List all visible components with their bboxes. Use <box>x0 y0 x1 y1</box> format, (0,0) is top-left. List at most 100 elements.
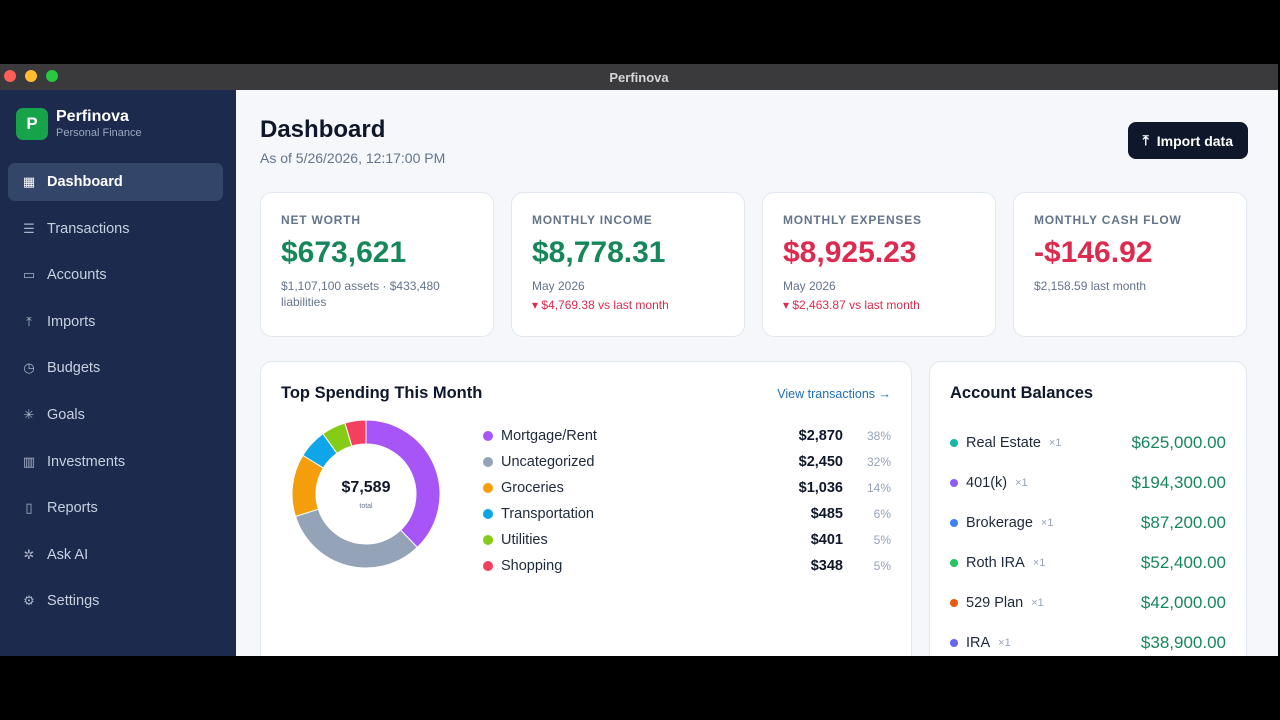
account-count: ×1 <box>1040 517 1054 529</box>
legend-row: Utilities $401 5% <box>483 527 891 553</box>
account-dot <box>950 639 958 647</box>
page-header: Dashboard As of 5/26/2026, 12:17:00 PM ⤒… <box>260 114 1248 192</box>
account-row[interactable]: IRA ×1 $38,900.00 <box>950 623 1226 656</box>
sidebar-item-imports[interactable]: ⤒ Imports <box>8 303 223 341</box>
monthly-expenses-card: MONTHLY EXPENSES $8,925.23 May 2026 ▾ $2,46… <box>762 192 996 337</box>
legend-dot <box>483 431 493 441</box>
spending-total: $7,589 <box>341 478 391 496</box>
account-name: 401(k) <box>966 475 1008 491</box>
category-name: Mortgage/Rent <box>501 428 597 444</box>
monthly-cash-flow-card: MONTHLY CASH FLOW -$146.92 $2,158.59 last … <box>1013 192 1247 337</box>
category-name: Groceries <box>501 480 564 496</box>
stat-subtext: $2,158.59 last month <box>1034 279 1147 293</box>
legend-dot <box>483 483 493 493</box>
stat-value: -$146.92 <box>1034 236 1153 269</box>
list-icon: ☰ <box>23 220 35 236</box>
sidebar-item-goals[interactable]: ✳ Goals <box>8 396 223 434</box>
title-bar: Perfinova <box>0 64 1278 90</box>
stat-subtext: May 2026 <box>783 279 836 293</box>
account-row[interactable]: Roth IRA ×1 $52,400.00 <box>950 543 1226 583</box>
account-balance: $87,200.00 <box>1140 513 1226 532</box>
view-transactions-link[interactable]: View transactions → <box>777 386 891 401</box>
sidebar-item-dashboard[interactable]: ▦ Dashboard <box>8 163 223 201</box>
page-title: Dashboard <box>260 116 386 143</box>
sidebar-item-label: Budgets <box>47 360 101 377</box>
donut-slice-shopping[interactable] <box>344 419 367 447</box>
account-name: Real Estate <box>966 435 1041 451</box>
account-name: Brokerage <box>966 515 1033 531</box>
legend-row: Shopping $348 5% <box>483 553 891 579</box>
stat-value: $8,778.31 <box>532 236 666 269</box>
account-dot <box>950 559 958 567</box>
import-data-button[interactable]: ⤒ Import data <box>1127 122 1248 159</box>
app-logo: P <box>16 108 48 140</box>
category-percent: 6% <box>873 507 891 521</box>
brand-subtitle: Personal Finance <box>56 127 142 139</box>
top-spending-title: Top Spending This Month <box>281 384 483 402</box>
brand[interactable]: P Perfinova Personal Finance <box>0 108 236 140</box>
category-percent: 14% <box>866 481 891 495</box>
account-balance: $625,000.00 <box>1131 433 1226 452</box>
account-balances-title: Account Balances <box>950 384 1094 402</box>
sidebar-item-label: Ask AI <box>47 546 89 563</box>
account-balance: $42,000.00 <box>1140 593 1226 612</box>
clock-icon: ◷ <box>23 360 35 376</box>
upload-icon: ⤒ <box>1142 132 1149 148</box>
account-list: Real Estate ×1 $625,000.00 401(k) ×1 $194,300… <box>950 423 1226 656</box>
legend-dot <box>483 535 493 545</box>
close-window-button[interactable] <box>4 70 16 82</box>
sparkles-icon: ✲ <box>23 546 35 562</box>
account-name: Roth IRA <box>966 555 1025 571</box>
legend-dot <box>483 509 493 519</box>
minimize-window-button[interactable] <box>25 70 37 82</box>
account-balance: $38,900.00 <box>1140 633 1226 652</box>
sidebar-item-reports[interactable]: ▯ Reports <box>8 489 223 527</box>
account-row[interactable]: 529 Plan ×1 $42,000.00 <box>950 583 1226 623</box>
sidebar-item-label: Settings <box>47 593 100 610</box>
sidebar-item-label: Transactions <box>47 220 130 237</box>
account-count: ×1 <box>1015 477 1028 489</box>
category-percent: 5% <box>873 533 891 547</box>
stat-subtext: $1,107,100 assets · $433,480 liabilities <box>281 279 440 309</box>
account-name: 529 Plan <box>966 595 1024 611</box>
sidebar-item-settings[interactable]: ⚙ Settings <box>8 582 223 620</box>
zoom-window-button[interactable] <box>46 70 58 82</box>
sidebar-item-label: Dashboard <box>47 174 123 190</box>
net-worth-card: NET WORTH $673,621 $1,107,100 assets · $43… <box>260 192 494 337</box>
sidebar-item-accounts[interactable]: ▭ Accounts <box>8 256 223 294</box>
category-name: Shopping <box>501 558 563 574</box>
sidebar-item-transactions[interactable]: ☰ Transactions <box>8 210 223 248</box>
category-amount: $2,450 <box>798 454 843 470</box>
account-dot <box>950 599 958 607</box>
account-dot <box>950 479 958 487</box>
category-percent: 38% <box>866 429 891 443</box>
category-amount: $2,870 <box>798 428 843 444</box>
stat-label: MONTHLY CASH FLOW <box>1034 213 1182 227</box>
account-row[interactable]: Brokerage ×1 $87,200.00 <box>950 503 1226 543</box>
stat-value: $673,621 <box>281 236 407 269</box>
account-row[interactable]: 401(k) ×1 $194,300.00 <box>950 463 1226 503</box>
top-spending-card: Top Spending This Month View transaction… <box>260 361 912 656</box>
account-row[interactable]: Real Estate ×1 $625,000.00 <box>950 423 1226 463</box>
legend-row: Uncategorized $2,450 32% <box>483 449 891 475</box>
sidebar-item-label: Reports <box>47 500 98 517</box>
import-data-label: Import data <box>1156 132 1233 149</box>
account-count: ×1 <box>1032 557 1046 569</box>
category-percent: 5% <box>873 559 891 573</box>
legend-dot <box>483 561 493 571</box>
sidebar-item-label: Accounts <box>47 267 107 284</box>
sidebar-item-ask-ai[interactable]: ✲ Ask AI <box>8 536 223 574</box>
card-icon: ▭ <box>22 267 36 283</box>
sparkle-icon: ✳ <box>23 406 35 422</box>
brand-name: Perfinova <box>56 108 129 125</box>
account-count: ×1 <box>998 637 1011 649</box>
sidebar-item-investments[interactable]: ▥ Investments <box>8 443 223 481</box>
sidebar-item-budgets[interactable]: ◷ Budgets <box>8 349 223 387</box>
upload-icon: ⤒ <box>26 313 32 329</box>
category-name: Transportation <box>501 506 594 522</box>
legend-row: Groceries $1,036 14% <box>483 475 891 501</box>
sidebar-item-label: Goals <box>47 406 85 423</box>
category-name: Utilities <box>501 532 548 548</box>
account-count: ×1 <box>1048 437 1062 449</box>
account-count: ×1 <box>1031 597 1044 609</box>
